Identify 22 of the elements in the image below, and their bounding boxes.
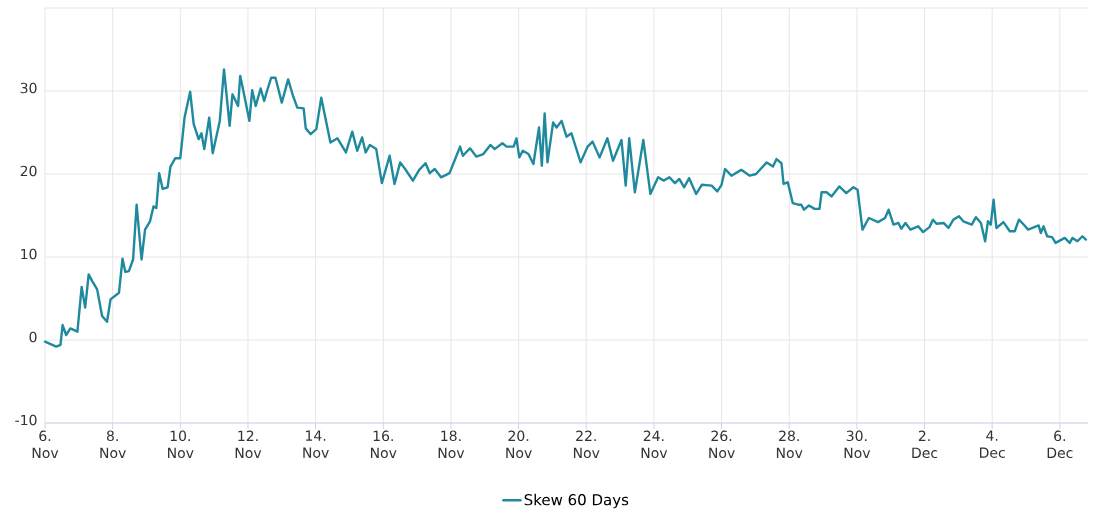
x-tick-label: 16. Nov xyxy=(370,430,397,459)
x-tick-label: 24. Nov xyxy=(641,430,668,459)
x-tick-label: 8. Nov xyxy=(100,430,126,459)
x-tick-label: 2. Dec xyxy=(912,430,938,459)
y-tick-label: 30 xyxy=(20,82,37,94)
y-tick-label: -10 xyxy=(15,414,37,426)
x-tick-label: 4. Dec xyxy=(980,430,1005,458)
x-tick-label: 14. Nov xyxy=(303,430,329,458)
x-tick-label: 10. Nov xyxy=(168,430,194,459)
x-tick-label: 22. Nov xyxy=(573,430,600,459)
x-tick-label: 18. Nov xyxy=(438,430,465,459)
x-tick-label: 20. Nov xyxy=(506,430,532,459)
x-tick-label: 6. Dec xyxy=(1047,430,1073,459)
legend-label: Skew 60 Days xyxy=(524,493,629,509)
x-tick-label: 26. Nov xyxy=(709,430,735,459)
x-tick-label: 6. Nov xyxy=(32,430,59,459)
x-tick-label: 12. Nov xyxy=(235,430,262,459)
y-tick-label: 20 xyxy=(20,165,37,177)
y-tick-label: 10 xyxy=(21,248,37,260)
y-tick-label: 0 xyxy=(29,331,37,343)
x-tick-label: 30. Nov xyxy=(844,430,871,459)
x-tick-label: 28. Nov xyxy=(776,430,803,459)
